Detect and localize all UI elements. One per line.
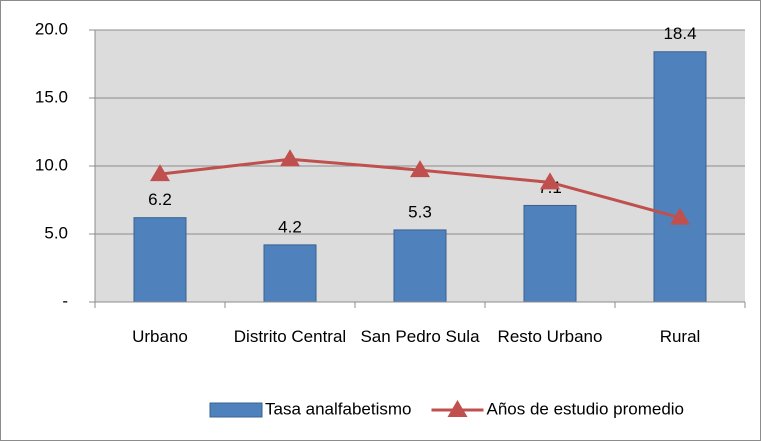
data-label: 5.3 xyxy=(408,202,432,221)
marker xyxy=(670,207,690,225)
y-tick-label: 5.0 xyxy=(44,223,68,242)
legend-label: Años de estudio promedio xyxy=(486,399,684,418)
y-tick-label: 10.0 xyxy=(35,155,68,174)
marker xyxy=(410,160,430,178)
x-tick-label: San Pedro Sula xyxy=(360,327,480,346)
x-tick-label: Distrito Central xyxy=(233,327,347,346)
data-label: 6.2 xyxy=(148,190,172,209)
data-label: 18.4 xyxy=(663,24,696,43)
legend-label: Tasa analfabetismo xyxy=(265,399,411,418)
x-tick-label: Urbano xyxy=(132,327,188,346)
legend-marker xyxy=(447,400,468,417)
marker xyxy=(150,164,170,182)
bar xyxy=(133,217,187,303)
legend-swatch xyxy=(209,402,263,418)
bar xyxy=(393,229,447,303)
y-tick-label: 20.0 xyxy=(35,19,68,38)
y-tick-label: - xyxy=(62,291,68,310)
data-label: 4.2 xyxy=(278,217,302,236)
bar xyxy=(653,51,707,303)
y-tick-label: 15.0 xyxy=(35,87,68,106)
marker xyxy=(280,149,300,167)
bar xyxy=(263,244,317,303)
x-tick-label: Resto Urbano xyxy=(497,327,603,346)
bar xyxy=(523,204,577,303)
marker xyxy=(540,172,560,190)
x-tick-label: Rural xyxy=(659,327,701,346)
